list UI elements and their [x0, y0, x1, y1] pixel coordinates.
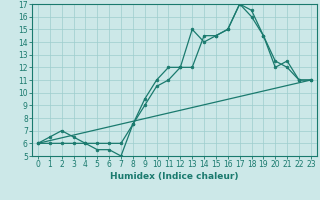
- X-axis label: Humidex (Indice chaleur): Humidex (Indice chaleur): [110, 172, 239, 181]
